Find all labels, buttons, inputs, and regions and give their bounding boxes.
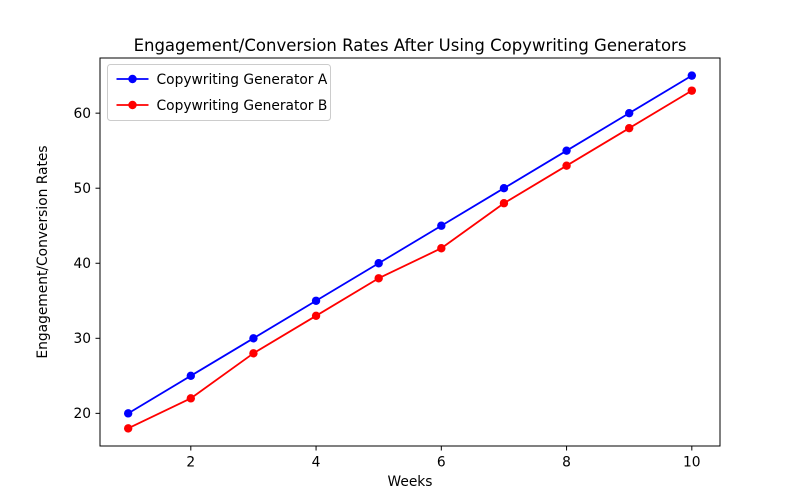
data-point: [437, 221, 446, 230]
y-tick-label: 50: [73, 181, 91, 197]
data-point: [562, 146, 571, 155]
y-tick-label: 30: [73, 331, 91, 347]
data-point: [374, 274, 383, 283]
data-point: [687, 71, 697, 80]
y-tick-label: 60: [73, 106, 91, 122]
x-tick-label: 8: [562, 455, 571, 471]
data-point: [249, 349, 258, 358]
data-point: [311, 311, 321, 320]
data-point: [374, 259, 383, 268]
y-tick-label: 40: [73, 256, 91, 272]
legend-item: Copywriting Generator B: [116, 98, 328, 114]
legend-item-label: Copywriting Generator B: [157, 98, 328, 114]
series-line: [127, 89, 693, 430]
x-tick-label: 6: [437, 455, 446, 471]
series-line: [127, 74, 693, 415]
legend-item-label: Copywriting Generator A: [157, 72, 328, 88]
x-tick-label: 4: [312, 455, 321, 471]
legend-item: Copywriting Generator A: [116, 72, 328, 88]
data-point: [311, 296, 321, 305]
axes-frame: [99, 57, 721, 447]
data-point: [624, 108, 634, 118]
series-a: [123, 71, 697, 418]
series-b: [123, 86, 697, 433]
plot-area: 2 4 6 8 10 20 30 40 50 60: [73, 57, 721, 471]
data-point: [123, 424, 133, 433]
x-tick-label: 2: [186, 455, 195, 471]
x-tick-label: 10: [683, 455, 701, 471]
y-axis-label: Engagement/Conversion Rates: [35, 145, 51, 358]
legend: Copywriting Generator A Copywriting Gener…: [107, 64, 331, 121]
legend-marker-sample: [128, 100, 137, 110]
data-point: [123, 409, 133, 418]
y-tick-label: 20: [73, 406, 91, 422]
data-point: [186, 394, 196, 403]
x-axis-label: Weeks: [388, 474, 433, 490]
data-point: [499, 199, 509, 208]
data-point: [624, 123, 634, 133]
legend-box: [107, 64, 331, 121]
data-point: [687, 86, 697, 95]
chart-title: Engagement/Conversion Rates After Using …: [134, 36, 687, 55]
data-point: [437, 244, 446, 253]
legend-marker-sample: [128, 74, 137, 84]
data-point: [499, 184, 509, 193]
data-point: [249, 334, 258, 343]
data-point: [186, 371, 196, 381]
data-point: [562, 161, 571, 170]
